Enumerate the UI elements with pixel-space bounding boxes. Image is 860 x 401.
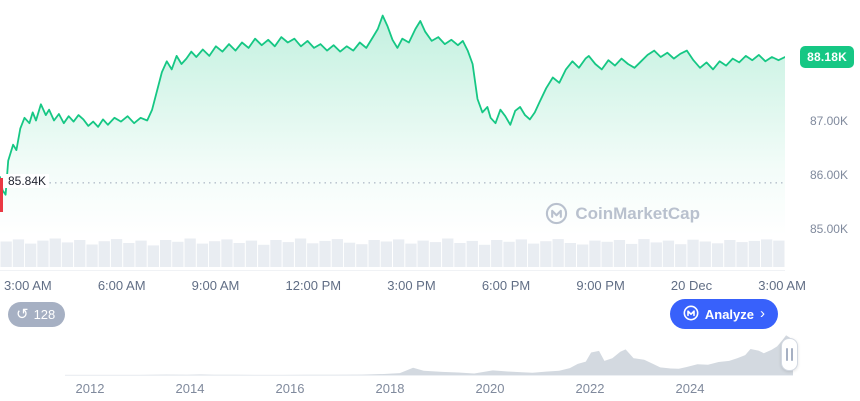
low-price-label: 85.84K [5,173,50,188]
coinmarketcap-watermark: CoinMarketCap [545,202,700,225]
x-axis-label: 9:00 PM [576,278,625,293]
price-open-tick [0,178,3,212]
x-axis-label: 3:00 AM [4,278,52,293]
volume-bars [0,238,785,267]
analyze-label: Analyze [704,306,754,322]
y-axis-label: 85.00K [809,222,848,236]
x-axis-label: 3:00 PM [387,278,436,293]
brush-handle[interactable] [781,338,798,371]
history-count: 128 [33,307,56,322]
grip-bar [791,348,793,361]
x-axis-label: 6:00 PM [481,278,531,293]
coinmarketcap-logo-icon [683,305,699,324]
year-label: 2020 [475,381,505,396]
history-count-badge[interactable]: ↺ 128 [8,302,66,327]
watermark-text: CoinMarketCap [575,203,700,223]
x-axis-label: 12:00 PM [285,278,342,293]
year-label: 2022 [575,381,605,396]
history-icon: ↺ [16,306,29,323]
price-area-fill [0,15,785,236]
year-label: 2024 [675,381,705,396]
timeline-chart[interactable] [65,333,793,376]
year-label: 2014 [175,381,205,396]
x-axis-label: 9:00 AM [191,278,240,293]
timeline-canvas[interactable] [65,333,793,375]
main-chart[interactable]: 85.84K CoinMarketCap [0,0,785,271]
y-axis-label: 87.00K [809,114,848,128]
coinmarketcap-logo-icon [545,202,568,225]
history-silhouette [65,335,793,375]
x-axis: 3:00 AM 6:00 AM 9:00 AM 12:00 PM 3:00 PM… [0,278,810,293]
grip-bar [786,348,788,361]
year-label: 2012 [75,381,105,396]
chevron-right-icon: › [760,305,765,322]
current-price-badge: 88.18K [800,46,854,68]
x-axis-label: 3:00 AM [758,278,806,293]
x-axis-label: 20 Dec [670,278,713,293]
analyze-button[interactable]: Analyze › [669,299,778,329]
price-chart-canvas[interactable] [0,0,785,270]
y-axis-label: 86.00K [809,168,848,182]
x-axis-label: 6:00 AM [97,278,146,293]
year-label: 2018 [375,381,405,396]
year-label: 2016 [275,381,305,396]
price-line [0,14,785,196]
